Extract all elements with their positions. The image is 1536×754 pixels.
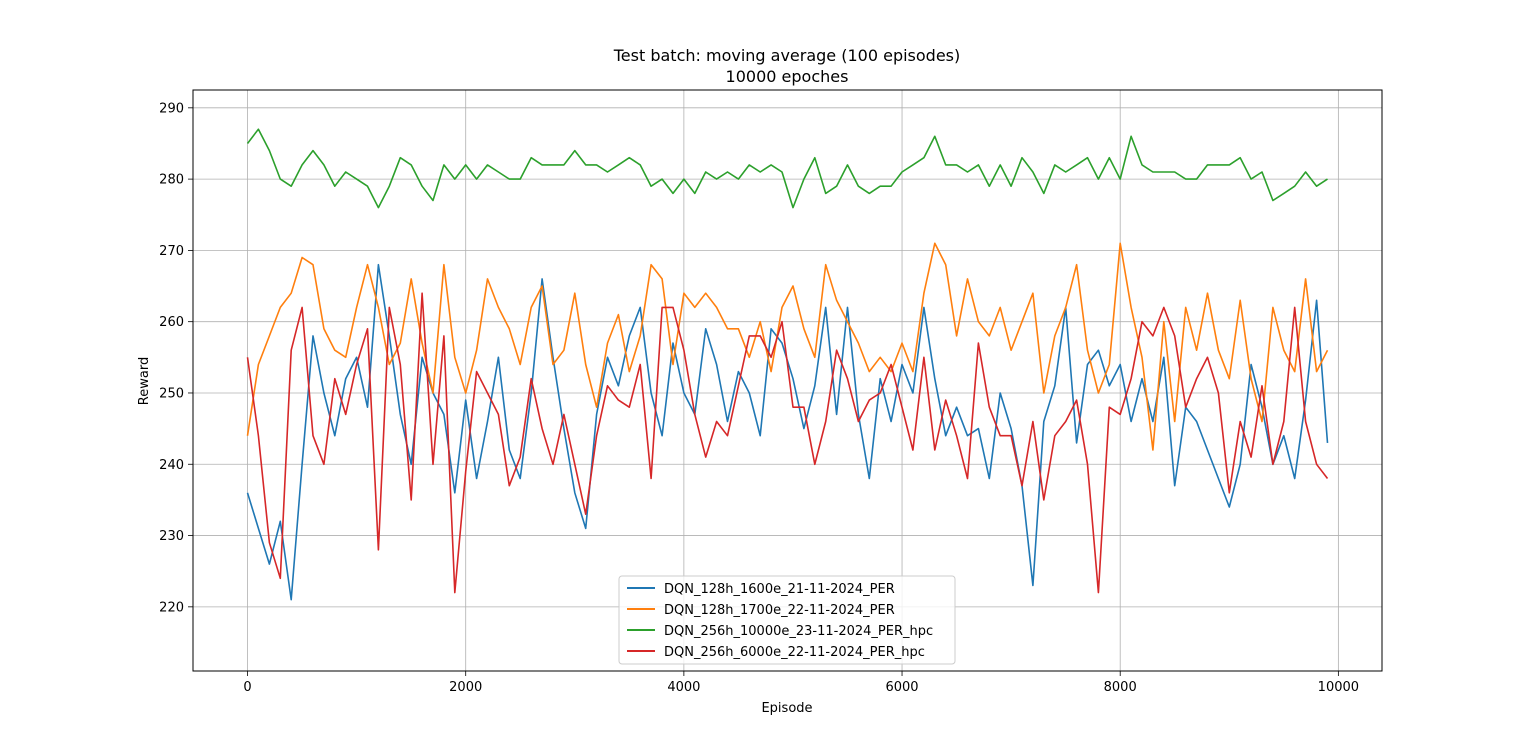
y-axis-label: Reward <box>137 357 152 405</box>
y-tick-label: 280 <box>159 173 184 188</box>
y-tick-label: 240 <box>159 458 184 473</box>
y-tick-label: 270 <box>159 244 184 259</box>
axis-ticks: 0 2000 4000 6000 8000 10000 220 230 240 250 260 270… <box>159 101 1359 695</box>
y-tick-label: 230 <box>159 529 184 544</box>
legend: DQN_128h_1600e_21-11-2024_PER DQN_128h_17… <box>618 575 956 665</box>
legend-label: DQN_256h_10000e_23-11-2024_PER_hpc <box>664 624 933 639</box>
x-tick-label: 10000 <box>1318 680 1359 695</box>
x-tick-label: 4000 <box>667 680 700 695</box>
x-tick-label: 8000 <box>1104 680 1137 695</box>
x-tick-label: 0 <box>243 680 251 695</box>
legend-label: DQN_256h_6000e_22-11-2024_PER_hpc <box>664 645 925 660</box>
x-tick-label: 6000 <box>885 680 918 695</box>
series-line-3 <box>246 128 1328 209</box>
x-tick-label: 2000 <box>449 680 482 695</box>
x-axis-label: Episode <box>761 701 812 716</box>
series-line-4 <box>246 292 1329 594</box>
plot-area-frame <box>192 89 1383 672</box>
legend-box <box>618 575 956 665</box>
legend-label: DQN_128h_1600e_21-11-2024_PER <box>664 582 895 597</box>
y-tick-label: 260 <box>159 315 184 330</box>
chart-subtitle: 10000 epoches <box>726 67 849 86</box>
y-tick-label: 220 <box>159 600 184 615</box>
y-tick-label: 290 <box>159 101 184 116</box>
y-tick-label: 250 <box>159 386 184 401</box>
chart-title: Test batch: moving average (100 episodes… <box>613 46 961 65</box>
plot-series <box>246 128 1329 601</box>
legend-label: DQN_128h_1700e_22-11-2024_PER <box>664 603 895 618</box>
